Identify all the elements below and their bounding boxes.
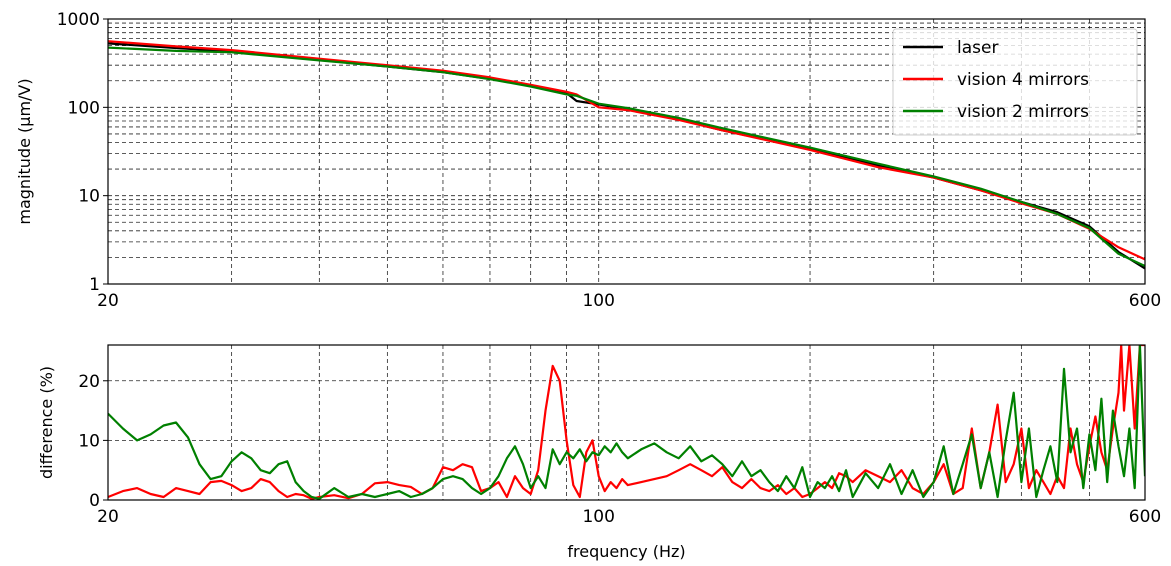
difference-plot-frame — [107, 344, 1146, 501]
top-x-tick-label: 20 — [97, 291, 119, 311]
frequency-x-axis-label: frequency (Hz) — [567, 542, 685, 561]
bottom-x-tick-label: 20 — [97, 507, 119, 527]
bottom-x-tick-label: 600 — [1129, 507, 1161, 527]
legend-label: vision 2 mirrors — [957, 102, 1089, 122]
magnitude-ticks: 20 100 600 1 10 100 1000 — [57, 10, 1161, 311]
legend-label: laser — [957, 38, 998, 58]
magnitude-series-vision-2-mirrors — [108, 46, 1145, 267]
legend-label: vision 4 mirrors — [957, 70, 1089, 90]
bottom-y-tick-label: 20 — [78, 372, 100, 392]
top-y-tick-label: 1 — [89, 275, 100, 295]
legend: laser vision 4 mirrors vision 2 mirrors — [892, 28, 1138, 136]
magnitude-plot-frame — [107, 18, 1146, 285]
top-x-tick-label: 600 — [1129, 291, 1161, 311]
difference-series-group — [108, 345, 1145, 500]
difference-series-vision-4-mirrors — [108, 345, 1145, 500]
difference-series-vision-2-mirrors — [108, 345, 1145, 500]
top-y-tick-label: 10 — [78, 187, 100, 207]
top-y-tick-label: 100 — [68, 98, 100, 118]
legend-items: laser vision 4 mirrors vision 2 mirrors — [903, 38, 1089, 122]
top-y-tick-label: 1000 — [57, 10, 100, 30]
difference-y-axis-label: difference (%) — [37, 366, 56, 479]
top-x-tick-label: 100 — [582, 291, 614, 311]
difference-plot: 20 100 600 0 10 20 difference (%) frequency (… — [37, 344, 1161, 561]
bottom-y-tick-label: 10 — [78, 431, 100, 451]
magnitude-y-axis-label: magnitude (µm/V) — [15, 78, 34, 224]
difference-grid — [107, 345, 1146, 500]
bottom-y-tick-label: 0 — [89, 491, 100, 511]
magnitude-series-group — [108, 40, 1145, 270]
magnitude-plot: 20 100 600 1 10 100 1000 magnitude (µm/V) lase… — [15, 10, 1161, 311]
difference-ticks: 20 100 600 0 10 20 — [78, 372, 1161, 527]
legend-box — [892, 28, 1138, 136]
bottom-x-tick-label: 100 — [582, 507, 614, 527]
